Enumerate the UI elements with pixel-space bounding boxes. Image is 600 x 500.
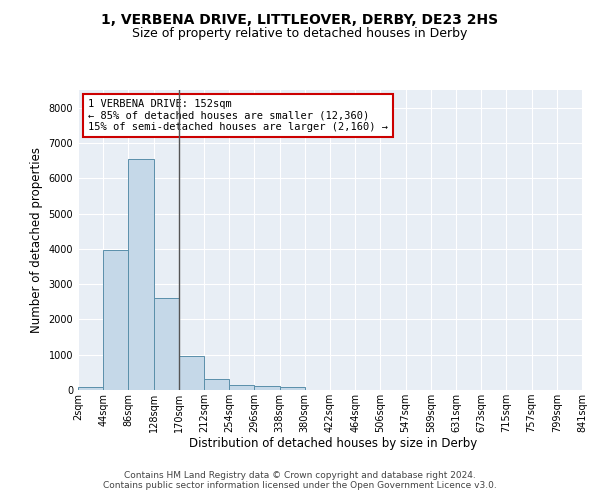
Text: Contains HM Land Registry data © Crown copyright and database right 2024.
Contai: Contains HM Land Registry data © Crown c… <box>103 470 497 490</box>
Bar <box>103 250 128 390</box>
Text: 1, VERBENA DRIVE, LITTLEOVER, DERBY, DE23 2HS: 1, VERBENA DRIVE, LITTLEOVER, DERBY, DE2… <box>101 12 499 26</box>
Y-axis label: Number of detached properties: Number of detached properties <box>30 147 43 333</box>
Bar <box>179 356 204 390</box>
Bar <box>154 298 179 390</box>
Bar <box>204 379 229 390</box>
Bar <box>78 388 103 390</box>
Bar <box>254 386 280 390</box>
Text: 1 VERBENA DRIVE: 152sqm
← 85% of detached houses are smaller (12,360)
15% of sem: 1 VERBENA DRIVE: 152sqm ← 85% of detache… <box>88 99 388 132</box>
Bar <box>128 159 154 390</box>
Text: Distribution of detached houses by size in Derby: Distribution of detached houses by size … <box>189 438 477 450</box>
Text: Size of property relative to detached houses in Derby: Size of property relative to detached ho… <box>133 28 467 40</box>
Bar <box>229 386 254 390</box>
Bar <box>280 387 305 390</box>
